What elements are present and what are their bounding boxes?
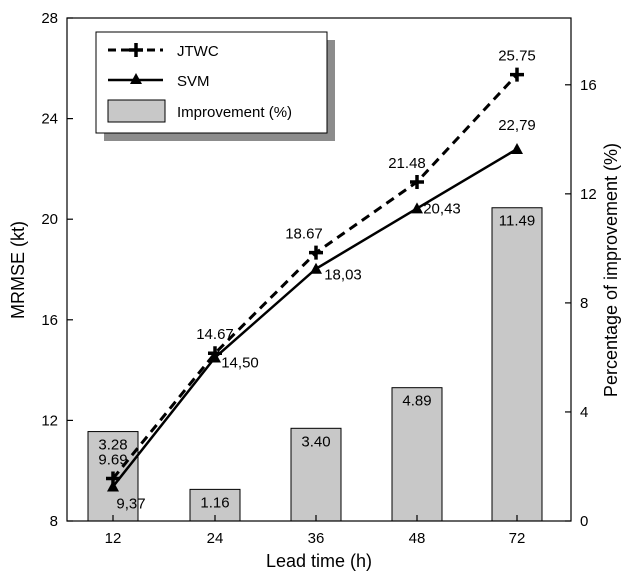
legend-improvement-swatch bbox=[107, 99, 166, 123]
bar-48 bbox=[391, 387, 443, 522]
svm-marker-36 bbox=[310, 262, 322, 274]
svm-label-36: 18,03 bbox=[324, 267, 362, 284]
svm-label-72: 22,79 bbox=[498, 117, 536, 134]
y2-axis-title: Percentage of improvement (%) bbox=[601, 143, 621, 397]
x-tick-label-72: 72 bbox=[509, 530, 526, 547]
x-tick-label-48: 48 bbox=[409, 530, 426, 547]
bar-72 bbox=[491, 207, 543, 522]
legend-svm-marker bbox=[130, 73, 142, 84]
plot-frame bbox=[66, 17, 572, 522]
bar-label-24: 1.16 bbox=[200, 494, 229, 511]
y2-tick-label-8: 8 bbox=[580, 295, 588, 312]
legend: JTWC SVM Improvement (%) bbox=[95, 31, 335, 141]
y-axis-title: MRMSE (kt) bbox=[8, 221, 28, 319]
data-labels-layer: 3.28 1.16 3.40 4.89 11.49 9.69 14.67 18.67 21.48… bbox=[98, 48, 535, 513]
jtwc-label-48: 21.48 bbox=[388, 155, 426, 172]
legend-jtwc-marker bbox=[129, 43, 143, 57]
bar-36 bbox=[290, 427, 342, 522]
legend-svm-label: SVM bbox=[177, 73, 210, 90]
bar-label-72: 11.49 bbox=[499, 213, 535, 230]
bar-label-36: 3.40 bbox=[301, 433, 330, 450]
y-tick-label-24: 24 bbox=[41, 111, 58, 128]
jtwc-label-12: 9.69 bbox=[98, 451, 127, 468]
y-tick-label-12: 12 bbox=[41, 412, 58, 429]
y-tick-label-16: 16 bbox=[41, 312, 58, 329]
x-tick-label-24: 24 bbox=[207, 530, 224, 547]
legend-jtwc-label: JTWC bbox=[177, 43, 219, 60]
x-axis-title: Lead time (h) bbox=[266, 551, 372, 571]
legend-improvement-label: Improvement (%) bbox=[177, 104, 292, 121]
bar-label-12: 3.28 bbox=[98, 437, 127, 454]
bar-label-48: 4.89 bbox=[402, 393, 431, 410]
y2-tick-label-16: 16 bbox=[580, 77, 597, 94]
jtwc-marker-72 bbox=[510, 67, 524, 82]
bars-layer bbox=[87, 207, 543, 522]
y2-tick-label-12: 12 bbox=[580, 186, 597, 203]
y-tick-label-8: 8 bbox=[50, 513, 58, 530]
svm-label-12: 9,37 bbox=[116, 496, 145, 513]
lines-layer bbox=[106, 67, 524, 492]
svm-label-48: 20,43 bbox=[423, 200, 461, 217]
y-tick-label-20: 20 bbox=[41, 211, 58, 228]
y2-tick-label-0: 0 bbox=[580, 513, 588, 530]
jtwc-label-36: 18.67 bbox=[285, 226, 323, 243]
x-tick-label-12: 12 bbox=[105, 530, 122, 547]
svm-marker-24 bbox=[209, 351, 221, 363]
svm-marker-48 bbox=[411, 202, 423, 214]
jtwc-marker-48 bbox=[410, 174, 424, 189]
y-tick-label-28: 28 bbox=[41, 10, 58, 27]
x-tick-label-36: 36 bbox=[308, 530, 325, 547]
svm-label-24: 14,50 bbox=[221, 355, 259, 372]
y2-tick-label-4: 4 bbox=[580, 404, 588, 421]
svm-marker-72 bbox=[511, 143, 523, 155]
svm-marker-12 bbox=[107, 480, 119, 492]
jtwc-label-24: 14.67 bbox=[196, 326, 234, 343]
jtwc-label-72: 25.75 bbox=[498, 48, 536, 65]
jtwc-marker-36 bbox=[309, 245, 323, 260]
